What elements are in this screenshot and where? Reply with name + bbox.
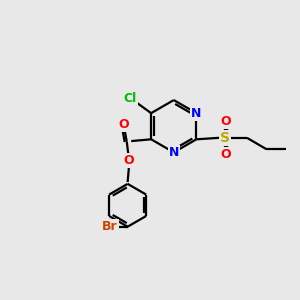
Text: Br: Br: [102, 220, 118, 233]
Text: O: O: [220, 148, 231, 161]
Text: O: O: [220, 115, 231, 128]
Text: O: O: [124, 154, 134, 166]
Text: Cl: Cl: [124, 92, 137, 105]
Text: N: N: [191, 106, 202, 120]
Text: O: O: [118, 118, 128, 131]
Text: S: S: [220, 131, 230, 145]
Text: N: N: [169, 146, 179, 159]
